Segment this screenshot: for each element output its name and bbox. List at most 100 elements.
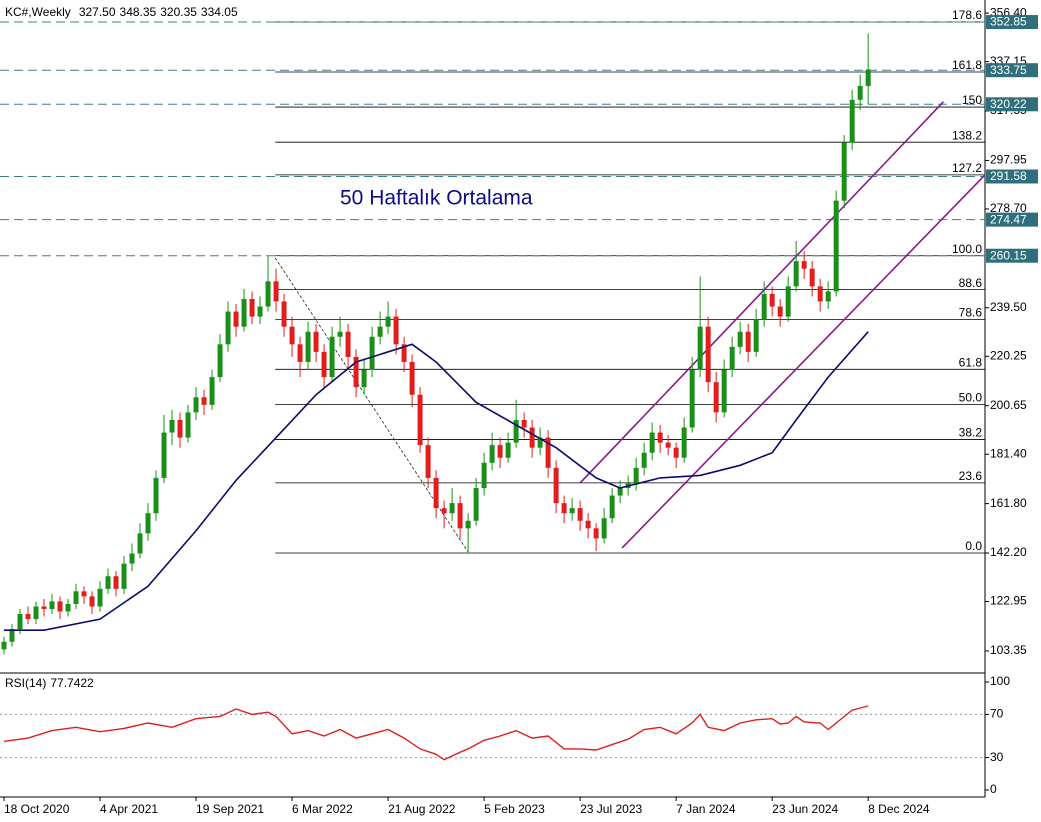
candle-body	[65, 603, 71, 612]
y-tick-label: 239.50	[990, 300, 1027, 314]
chart-title: KC#,Weekly	[5, 5, 71, 19]
candle-body	[593, 528, 599, 539]
candle-body	[1, 641, 7, 650]
candle-body	[281, 301, 287, 327]
candle-body	[497, 445, 503, 458]
ohlc-value: 327.50	[79, 5, 116, 19]
candle-body	[249, 298, 255, 317]
ohlc-value: 334.05	[201, 5, 238, 19]
fib-label: 50.0	[959, 391, 983, 405]
candle-body	[513, 419, 519, 443]
candle-body	[393, 316, 399, 345]
candle-body	[361, 369, 367, 388]
candle-body	[33, 606, 39, 620]
candle-body	[849, 99, 855, 143]
candle-body	[105, 576, 111, 589]
candle-body	[745, 331, 751, 352]
candle-body	[473, 487, 479, 521]
candle-body	[465, 520, 471, 529]
candle-body	[705, 326, 711, 383]
candle-body	[729, 346, 735, 370]
candle-body	[689, 369, 695, 428]
rsi-y-tick-label: 70	[990, 707, 1004, 721]
candle-body	[337, 331, 343, 337]
trend-line	[579, 101, 944, 484]
rsi-title: RSI(14)	[5, 676, 46, 690]
candle-body	[201, 397, 207, 405]
candle-body	[233, 311, 239, 327]
rsi-line	[3, 705, 869, 761]
fib-label: 88.6	[959, 276, 983, 290]
candle-body	[89, 596, 95, 607]
candle-body	[833, 200, 839, 292]
candle-body	[537, 437, 543, 448]
y-tick-label: 278.70	[990, 201, 1027, 215]
candle-body	[121, 563, 127, 589]
y-tick-label: 220.25	[990, 348, 1027, 362]
candle-body	[17, 614, 23, 630]
candle-body	[793, 261, 799, 287]
candle-body	[697, 326, 703, 370]
fib-label: 0.0	[965, 539, 982, 553]
candle-body	[425, 445, 431, 478]
trend-line	[274, 257, 469, 553]
price-box-label: 260.15	[990, 248, 1027, 262]
candle-body	[313, 331, 319, 352]
fib-label: 127.2	[952, 161, 982, 175]
candle-body	[449, 503, 455, 514]
trend-line	[621, 174, 986, 549]
candle-body	[825, 291, 831, 302]
candle-body	[241, 298, 247, 327]
candle-body	[225, 311, 231, 345]
candle-body	[713, 382, 719, 413]
x-tick-label: 19 Sep 2021	[196, 802, 264, 816]
candle-body	[457, 503, 463, 529]
candle-body	[25, 614, 31, 620]
candle-body	[185, 412, 191, 438]
candle-body	[769, 293, 775, 307]
price-box	[986, 169, 1038, 184]
candle-body	[617, 487, 623, 496]
candle-body	[753, 319, 759, 352]
candle-body	[353, 356, 359, 388]
candle-body	[81, 591, 87, 597]
candle-body	[681, 427, 687, 458]
candle-body	[145, 513, 151, 534]
candle-body	[649, 432, 655, 453]
y-tick-label: 103.35	[990, 643, 1027, 657]
candle-body	[601, 518, 607, 539]
candle-body	[409, 361, 415, 395]
candle-body	[553, 467, 559, 504]
candle-body	[297, 344, 303, 362]
candle-body	[489, 445, 495, 463]
price-box	[986, 97, 1038, 112]
candle-body	[113, 576, 119, 589]
candle-body	[273, 281, 279, 302]
y-tick-label: 181.40	[990, 446, 1027, 460]
candle-body	[561, 503, 567, 514]
candle-body	[505, 442, 511, 458]
price-box-label: 320.22	[990, 97, 1027, 111]
y-tick-label: 122.95	[990, 594, 1027, 608]
moving-average	[4, 331, 869, 631]
rsi-header: RSI(14) 77.7422	[5, 676, 94, 690]
candle-body	[433, 477, 439, 509]
candle-body	[305, 331, 311, 362]
fib-label: 61.8	[959, 355, 983, 369]
candle-body	[385, 316, 391, 327]
ohlc-value: 320.35	[160, 5, 197, 19]
price-box	[986, 248, 1038, 263]
x-tick-label: 7 Jan 2024	[676, 802, 736, 816]
candle-body	[569, 508, 575, 514]
y-tick-label: 200.65	[990, 398, 1027, 412]
candle-body	[657, 432, 663, 443]
y-tick-label: 297.95	[990, 153, 1027, 167]
candle-body	[169, 419, 175, 433]
rsi-value: 77.7422	[50, 676, 94, 690]
fib-label: 178.6	[952, 8, 982, 22]
x-tick-label: 6 Mar 2022	[292, 802, 353, 816]
y-tick-label: 142.20	[990, 545, 1027, 559]
fib-label: 100.0	[952, 242, 982, 256]
candle-body	[545, 437, 551, 468]
